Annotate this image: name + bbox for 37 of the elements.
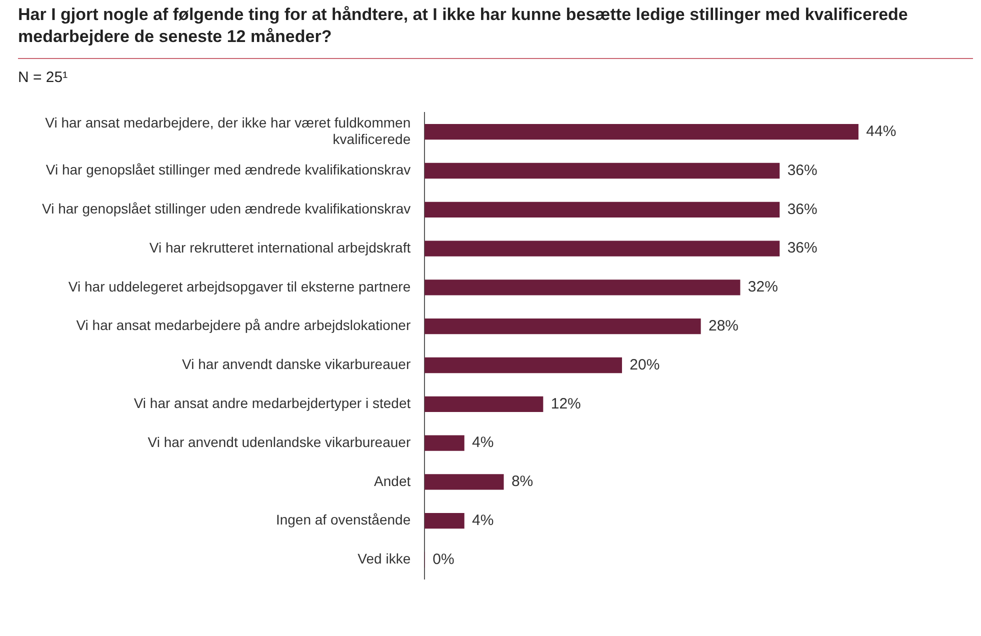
data-label: 0% xyxy=(432,550,454,568)
bar xyxy=(424,357,622,374)
y-tick-label: Vi har ansat medarbejdere på andre arbejdslokationer xyxy=(76,317,411,334)
y-tick-label: Vi har anvendt udenlandske vikarbureauer xyxy=(148,434,411,450)
data-label: 36% xyxy=(787,240,818,257)
bar xyxy=(424,435,464,451)
bar xyxy=(424,240,780,256)
data-label: 28% xyxy=(708,317,739,334)
data-label: 4% xyxy=(472,512,494,529)
data-label: 32% xyxy=(748,278,778,296)
bar xyxy=(424,318,701,334)
data-label: 12% xyxy=(550,395,581,412)
data-label: 44% xyxy=(866,122,896,140)
y-tick-label: Vi har genopslået stillinger uden ændrede kvalifikationskrav xyxy=(42,200,411,217)
bar xyxy=(424,162,780,179)
y-tick-label: Vi har rekrutteret international arbejdskraft xyxy=(149,239,411,256)
y-tick-label: Vi har anvendt danske vikarbureauer xyxy=(182,356,411,372)
data-label: 36% xyxy=(787,162,818,179)
data-label: 8% xyxy=(511,473,534,490)
chart-title: Har I gjort nogle af følgende ting for at håndtere, at I ikke har kunne besætte ledige stillinger med kvalificerede medarbejdere de seneste 12 måneder? xyxy=(18,4,909,48)
y-tick-label: Andet xyxy=(374,472,411,489)
bar xyxy=(424,513,464,529)
y-tick-label: Vi har ansat andre medarbejdertyper i stedet xyxy=(134,395,411,412)
y-tick-label: Ingen af ovenstående xyxy=(276,512,411,528)
y-tick-label: Ved ikke xyxy=(358,550,411,567)
bar xyxy=(424,396,544,412)
y-tick-label: Vi har ansat medarbejdere, der ikke har været fuldkommen kvalificerede xyxy=(45,114,411,148)
y-tick-label: Vi har uddelegeret arbejdsopgaver til eksterne partnere xyxy=(68,278,411,294)
data-label: 4% xyxy=(472,434,494,452)
data-label: 36% xyxy=(787,200,818,218)
y-tick-label: Vi har genopslået stillinger med ændrede kvalifikationskrav xyxy=(46,162,411,178)
text: N = 25¹ xyxy=(18,69,69,86)
bar xyxy=(424,202,780,218)
bar xyxy=(424,280,740,296)
bar xyxy=(424,474,504,490)
bar xyxy=(424,124,858,140)
data-label: 20% xyxy=(630,356,660,374)
